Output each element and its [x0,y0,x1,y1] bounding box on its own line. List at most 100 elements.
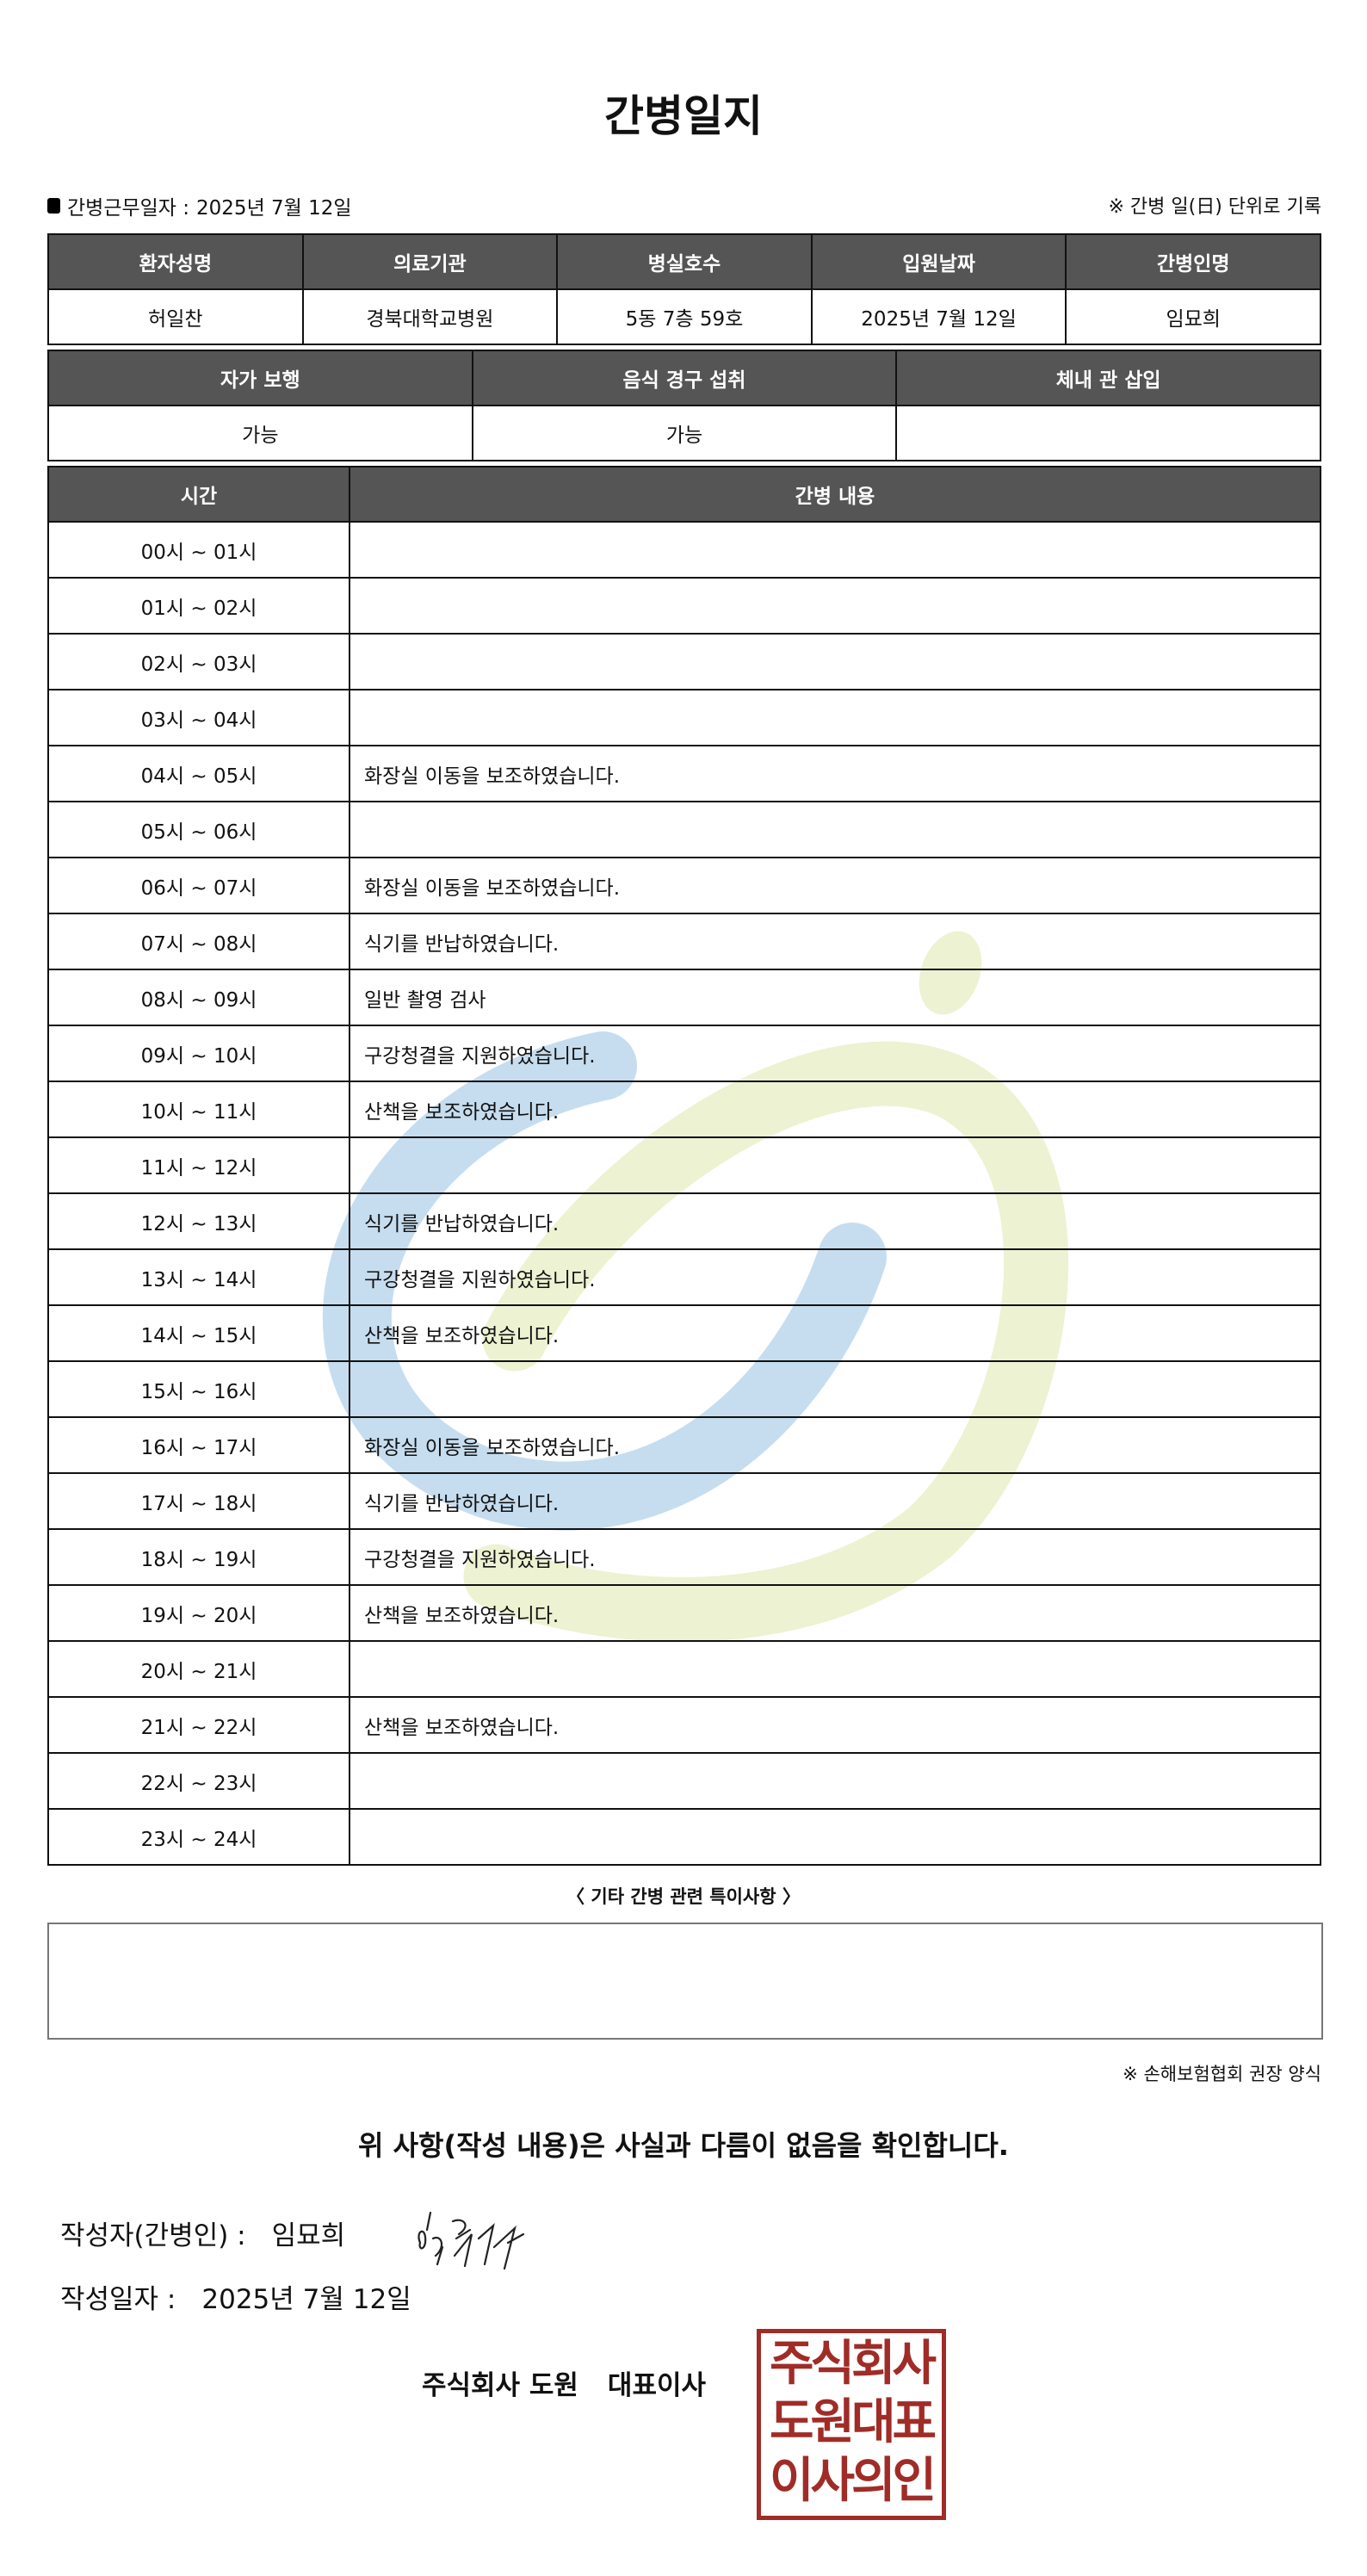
seal-line: 이사의인 [769,2453,937,2509]
time-slot: 14시 ~ 15시 [47,1304,350,1362]
remarks-box [47,1923,1323,2040]
care-content [349,1136,1321,1194]
company-seal-stamp: 주식회사 도원대표 이사의인 [757,2329,946,2520]
care-content [349,689,1321,746]
time-slot: 22시 ~ 23시 [47,1752,350,1810]
work-date-info: 간병근무일자 : 2025년 7월 12일 [47,191,352,220]
self-walking: 가능 [47,405,473,461]
hospital: 경북대학교병원 [301,288,559,345]
care-content: 구강청결을 지원하였습니다. [349,1528,1321,1586]
time-slot: 17시 ~ 18시 [47,1472,350,1530]
bullet-square-icon [47,198,60,214]
table-row: 01시 ~ 02시 [47,577,1321,635]
time-slot: 11시 ~ 12시 [47,1136,350,1194]
table-row: 23시 ~ 24시 [47,1808,1321,1866]
work-date-value: 2025년 7월 12일 [196,197,352,220]
time-slot: 00시 ~ 01시 [47,521,350,579]
admission-date: 2025년 7월 12일 [810,288,1067,345]
time-slot: 03시 ~ 04시 [47,689,350,746]
written-date-value: 2025년 7월 12일 [201,2284,411,2315]
time-slot: 08시 ~ 09시 [47,969,350,1026]
company-title: 대표이사 [607,2370,707,2401]
company-name: 주식회사 도원 [422,2370,578,2401]
header-oral-intake: 음식 경구 섭취 [471,350,898,406]
time-slot: 06시 ~ 07시 [47,857,350,914]
author-label: 작성자(간병인) : [60,2220,246,2251]
table-row: 04시 ~ 05시 화장실 이동을 보조하였습니다. [47,745,1321,802]
patient-status-table: 자가 보행 음식 경구 섭취 체내 관 삽입 가능 가능 [47,350,1321,461]
care-content [349,521,1321,579]
table-row: 15시 ~ 16시 [47,1360,1321,1418]
header-room: 병실호수 [556,233,813,290]
time-slot: 05시 ~ 06시 [47,801,350,858]
time-slot: 01시 ~ 02시 [47,577,350,635]
seal-line: 도원대표 [769,2394,937,2450]
table-row: 07시 ~ 08시 식기를 반납하였습니다. [47,913,1321,970]
header-tube-insertion: 체내 관 삽입 [895,350,1321,406]
care-content [349,801,1321,858]
table-row: 09시 ~ 10시 구강청결을 지원하였습니다. [47,1025,1321,1082]
care-content: 화장실 이동을 보조하였습니다. [349,857,1321,914]
tube-insertion [895,405,1321,461]
table-row: 02시 ~ 03시 [47,633,1321,690]
table-row: 14시 ~ 15시 산책을 보조하였습니다. [47,1304,1321,1362]
care-content: 구강청결을 지원하였습니다. [349,1248,1321,1306]
care-content [349,1360,1321,1418]
care-content: 산책을 보조하였습니다. [349,1696,1321,1754]
page-title: 간병일지 [604,91,763,141]
table-row: 17시 ~ 18시 식기를 반납하였습니다. [47,1472,1321,1530]
table-row: 11시 ~ 12시 [47,1136,1321,1194]
confirmation-statement: 위 사항(작성 내용)은 사실과 다름이 없음을 확인합니다. [358,2129,1009,2162]
seal-line: 주식회사 [769,2336,937,2392]
care-content: 일반 촬영 검사 [349,969,1321,1026]
table-row: 10시 ~ 11시 산책을 보조하였습니다. [47,1081,1321,1138]
table-row: 03시 ~ 04시 [47,689,1321,746]
header-admission-date: 입원날짜 [810,233,1067,290]
time-slot: 20시 ~ 21시 [47,1640,350,1698]
table-row: 12시 ~ 13시 식기를 반납하였습니다. [47,1192,1321,1250]
care-content: 산책을 보조하였습니다. [349,1584,1321,1642]
care-content: 식기를 반납하였습니다. [349,913,1321,970]
time-slot: 10시 ~ 11시 [47,1081,350,1138]
header-caregiver-name: 간병인명 [1065,233,1321,290]
handwritten-signature [418,2211,525,2270]
table-row: 06시 ~ 07시 화장실 이동을 보조하였습니다. [47,857,1321,914]
table-row: 05시 ~ 06시 [47,801,1321,858]
table-row: 00시 ~ 01시 [47,521,1321,579]
table-row: 22시 ~ 23시 [47,1752,1321,1810]
time-slot: 07시 ~ 08시 [47,913,350,970]
table-row: 08시 ~ 09시 일반 촬영 검사 [47,969,1321,1026]
oral-intake: 가능 [471,405,898,461]
patient-name: 허일찬 [47,288,304,345]
table-row: 16시 ~ 17시 화장실 이동을 보조하였습니다. [47,1416,1321,1474]
time-slot: 02시 ~ 03시 [47,633,350,690]
care-content: 구강청결을 지원하였습니다. [349,1025,1321,1082]
time-slot: 16시 ~ 17시 [47,1416,350,1474]
table-row: 20시 ~ 21시 [47,1640,1321,1698]
care-content: 산책을 보조하였습니다. [349,1304,1321,1362]
care-content: 산책을 보조하였습니다. [349,1081,1321,1138]
author-line: 작성자(간병인) : 임묘희 [60,2214,345,2252]
written-date-line: 작성일자 : 2025년 7월 12일 [60,2277,411,2316]
company-line: 주식회사 도원 대표이사 [422,2363,706,2402]
time-slot: 12시 ~ 13시 [47,1192,350,1250]
care-content [349,1808,1321,1866]
table-row: 13시 ~ 14시 구강청결을 지원하였습니다. [47,1248,1321,1306]
time-slot: 21시 ~ 22시 [47,1696,350,1754]
source-note: ※ 손해보험협회 권장 양식 [1123,2064,1321,2084]
remarks-label: 〈 기타 간병 관련 특이사항 〉 [566,1886,801,1907]
header-time: 시간 [47,466,350,523]
header-care-content: 간병 내용 [349,466,1321,523]
record-unit-note: ※ 간병 일(日) 단위로 기록 [1108,196,1322,218]
time-slot: 09시 ~ 10시 [47,1025,350,1082]
time-slot: 19시 ~ 20시 [47,1584,350,1642]
table-row: 19시 ~ 20시 산책을 보조하였습니다. [47,1584,1321,1642]
care-log-table: 시간 간병 내용 00시 ~ 01시 01시 ~ 02시 02시 ~ 03시 03시 … [47,466,1321,1866]
time-slot: 04시 ~ 05시 [47,745,350,802]
care-content: 식기를 반납하였습니다. [349,1192,1321,1250]
care-content [349,1752,1321,1810]
care-content [349,577,1321,635]
room: 5동 7층 59호 [556,288,813,345]
time-slot: 18시 ~ 19시 [47,1528,350,1586]
author-name: 임묘희 [271,2220,346,2251]
